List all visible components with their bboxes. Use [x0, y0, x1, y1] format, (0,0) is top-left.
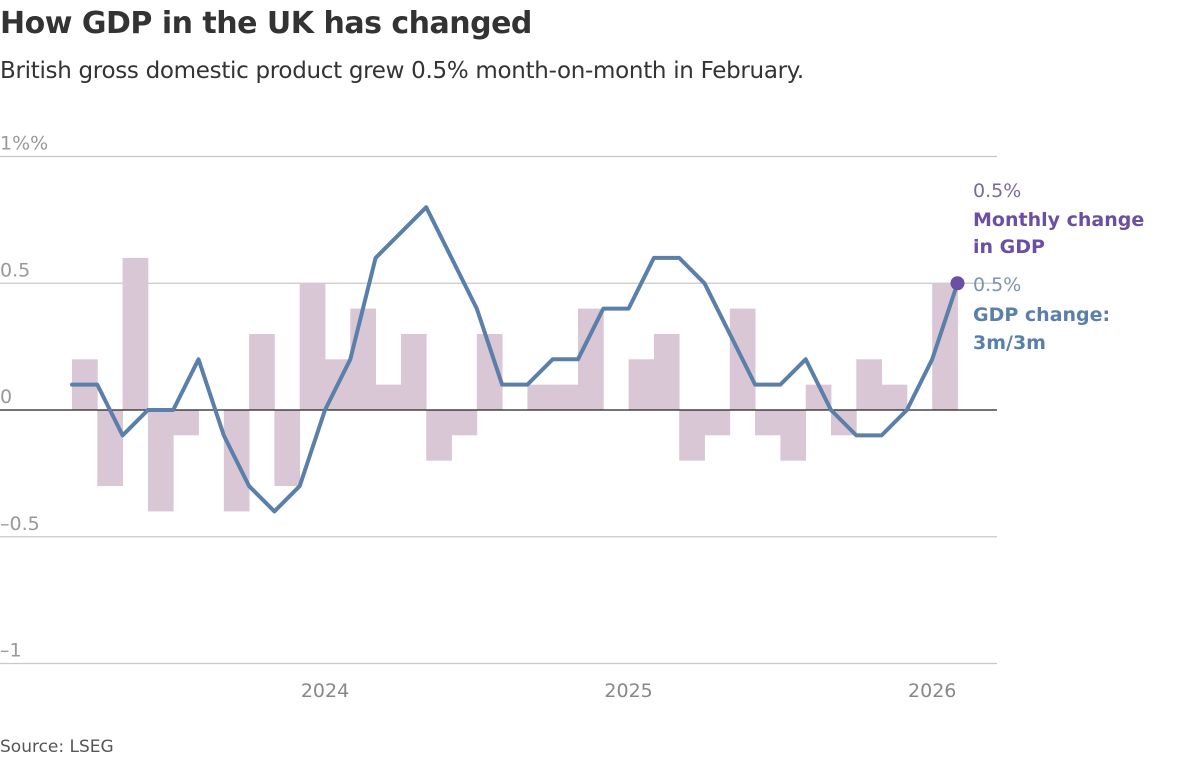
monthly-bar [249, 333, 275, 410]
source-note: Source: LSEG [0, 737, 114, 757]
monthly-bar [426, 410, 452, 461]
monthly-bar [97, 410, 123, 487]
chart-subtitle: British gross domestic product grew 0.5%… [0, 58, 804, 84]
monthly-bar [527, 384, 554, 410]
monthly-bar [299, 283, 326, 410]
monthly-bar [679, 410, 705, 461]
monthly-bar [856, 359, 882, 410]
gdp-3m-line [70, 205, 960, 514]
line-series-label-2: 3m/3m [973, 332, 1046, 354]
x-tick-label: 2024 [301, 680, 349, 702]
line-series-label-1: GDP change: [973, 304, 1110, 326]
monthly-value-label: 0.5% [973, 180, 1021, 202]
y-tick-label: 0 [0, 386, 12, 408]
line-value-label: 0.5% [973, 274, 1021, 296]
monthly-bar [350, 308, 376, 410]
monthly-bar [628, 359, 655, 410]
monthly-bar [400, 333, 427, 410]
x-tick-label: 2025 [604, 680, 652, 702]
monthly-bar [173, 410, 199, 436]
monthly-bar [780, 410, 807, 461]
monthly-bar [755, 410, 781, 436]
y-tick-label: 0.5 [0, 259, 30, 281]
monthly-bar [147, 410, 174, 512]
monthly-bar [881, 384, 908, 410]
y-tick-label: –1 [0, 640, 22, 662]
monthly-series-label-2: in GDP [973, 236, 1045, 258]
monthly-bar [375, 384, 402, 410]
monthly-bar [552, 384, 579, 410]
y-tick-label: –0.5 [0, 513, 40, 535]
monthly-bar [274, 410, 301, 487]
monthly-bar [704, 410, 731, 436]
monthly-bar [451, 410, 478, 436]
y-tick-label: 1%% [0, 133, 48, 155]
latest-point-dot [950, 276, 965, 291]
monthly-bar [578, 308, 604, 410]
x-tick-label: 2026 [908, 680, 956, 702]
monthly-bar [653, 333, 680, 410]
monthly-series-label-1: Monthly change [973, 209, 1144, 231]
chart-title: How GDP in the UK has changed [0, 6, 532, 41]
monthly-bar [122, 257, 149, 410]
